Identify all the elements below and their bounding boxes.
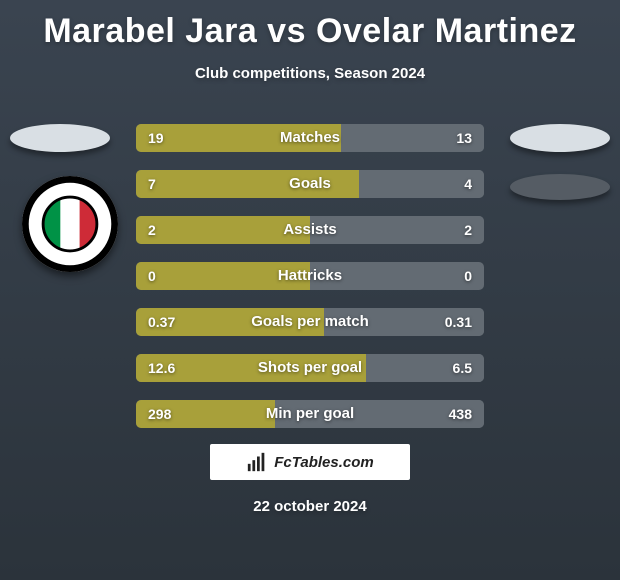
stat-value-right: 438	[449, 400, 472, 428]
comparison-date: 22 october 2024	[0, 498, 620, 515]
stat-value-right: 2	[464, 216, 472, 244]
stat-label: Hattricks	[136, 262, 484, 290]
stat-value-left: 298	[148, 400, 171, 428]
stat-row-goals: Goals7 4	[136, 170, 484, 198]
player1-shadow-ellipse	[10, 124, 110, 152]
stat-row-hattricks: Hattricks0 0	[136, 262, 484, 290]
stat-value-left: 19	[148, 124, 164, 152]
stat-value-left: 7	[148, 170, 156, 198]
stat-label: Goals per match	[136, 308, 484, 336]
stat-value-left: 0	[148, 262, 156, 290]
club-badge-palestino: PALESTINO	[22, 176, 118, 272]
stat-value-right: 0	[464, 262, 472, 290]
stat-row-matches: Matches19 13	[136, 124, 484, 152]
stat-label: Shots per goal	[136, 354, 484, 382]
stat-value-right: 0.31	[445, 308, 472, 336]
stat-row-assists: Assists2 2	[136, 216, 484, 244]
player2-shadow-ellipse-2	[510, 174, 610, 200]
stat-value-right: 4	[464, 170, 472, 198]
stat-value-left: 0.37	[148, 308, 175, 336]
stat-label: Matches	[136, 124, 484, 152]
comparison-subtitle: Club competitions, Season 2024	[0, 65, 620, 82]
stat-label: Assists	[136, 216, 484, 244]
stat-value-right: 6.5	[453, 354, 472, 382]
stat-value-right: 13	[456, 124, 472, 152]
chart-icon	[246, 451, 268, 473]
stat-value-left: 12.6	[148, 354, 175, 382]
stat-row-goals-per-match: Goals per match0.37 0.31	[136, 308, 484, 336]
stat-label: Goals	[136, 170, 484, 198]
stat-label: Min per goal	[136, 400, 484, 428]
stat-row-min-per-goal: Min per goal298 438	[136, 400, 484, 428]
watermark-text: FcTables.com	[274, 454, 373, 471]
stat-value-left: 2	[148, 216, 156, 244]
stat-row-shots-per-goal: Shots per goal12.6 6.5	[136, 354, 484, 382]
player2-shadow-ellipse	[510, 124, 610, 152]
comparison-title: Marabel Jara vs Ovelar Martinez	[0, 0, 620, 51]
watermark-fctables: FcTables.com	[210, 444, 410, 480]
stats-bars: Matches19 13 Goals7 4 Assists2 2 Hattricks0 0 Go…	[136, 124, 484, 446]
